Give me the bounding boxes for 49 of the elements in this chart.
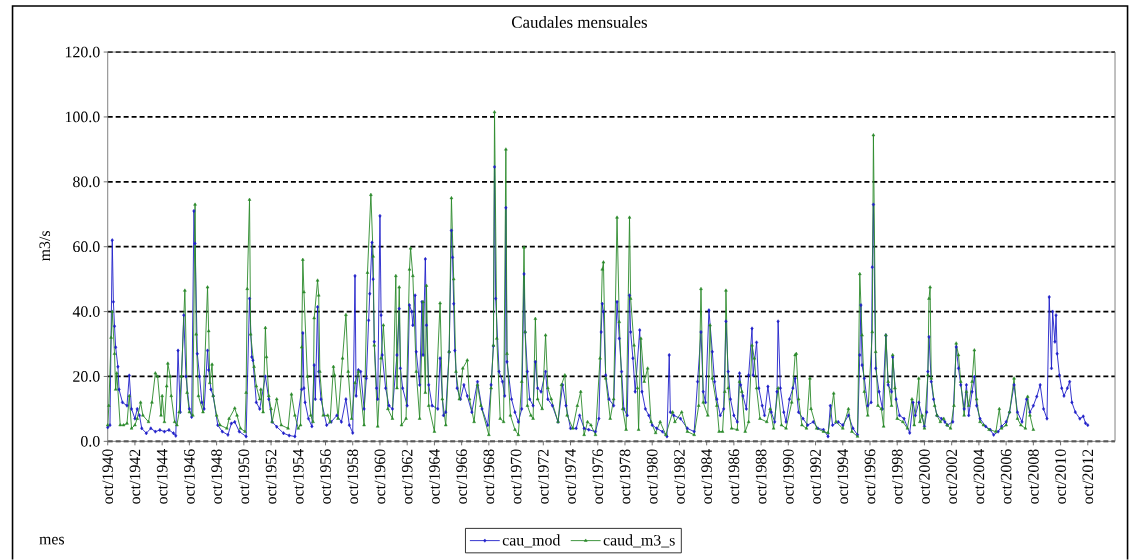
x-tick-label: oct/1980 [646, 449, 658, 504]
x-tick-label: oct/2008 [1028, 449, 1039, 504]
x-axis-title: mes [39, 537, 65, 545]
x-tick-label: oct/1972 [537, 449, 549, 504]
x-tick-label: oct/1962 [401, 449, 413, 504]
x-tick-label: oct/1978 [619, 449, 631, 504]
x-tick-label: oct/1990 [782, 449, 794, 504]
x-tick-label: oct/2006 [1000, 449, 1012, 504]
x-tick-label: oct/1944 [156, 449, 168, 504]
x-tick-label: oct/2004 [973, 449, 985, 504]
y-tick-label: 20.0 [73, 371, 100, 383]
legend-label: caud_m3_s [603, 534, 675, 548]
legend-label: cau_mod [502, 534, 561, 548]
y-tick-label: 40.0 [72, 306, 100, 318]
x-tick-label: oct/1982 [674, 449, 685, 504]
x-tick-label: oct/1998 [891, 449, 903, 504]
y-tick-label: 0.0 [81, 436, 100, 447]
x-tick-label: oct/1994 [837, 449, 849, 504]
x-tick-label: oct/2002 [946, 449, 958, 504]
x-tick-label: oct/1974 [565, 449, 576, 504]
x-tick-label: oct/1968 [483, 449, 495, 504]
x-tick-label: oct/1970 [510, 449, 522, 504]
x-tick-label: oct/1956 [320, 449, 331, 504]
x-tick-label: oct/1960 [374, 449, 386, 504]
y-tick-label: 80.0 [73, 176, 100, 188]
x-tick-label: oct/1948 [211, 449, 222, 504]
y-tick-label: 100.0 [65, 111, 100, 123]
x-tick-label: oct/1958 [347, 449, 359, 504]
y-tick-label: 60.0 [73, 241, 100, 253]
x-tick-label: oct/1964 [429, 449, 440, 504]
chart-title: Caudales mensuales [512, 16, 647, 29]
x-tick-label: oct/1986 [728, 449, 740, 504]
x-tick-label: oct/2010 [1055, 449, 1066, 504]
x-tick-label: oct/1976 [592, 449, 604, 504]
x-tick-label: oct/1966 [456, 449, 467, 504]
x-tick-label: oct/2012 [1082, 449, 1094, 504]
y-tick-label: 120.0 [65, 46, 100, 58]
x-tick-label: oct/1988 [755, 449, 767, 504]
x-tick-label: oct/1992 [810, 449, 821, 504]
y-axis-title: m3/s [39, 231, 51, 262]
x-tick-label: oct/2000 [919, 449, 930, 504]
x-tick-label: oct/1952 [265, 449, 277, 504]
x-tick-label: oct/1940 [102, 449, 114, 504]
x-tick-label: oct/1946 [184, 449, 195, 504]
x-tick-label: oct/1954 [292, 449, 304, 504]
x-tick-label: oct/1996 [864, 449, 876, 504]
x-tick-label: oct/1942 [129, 449, 141, 504]
x-tick-label: oct/1950 [238, 449, 250, 504]
x-tick-label: oct/1984 [701, 449, 713, 504]
